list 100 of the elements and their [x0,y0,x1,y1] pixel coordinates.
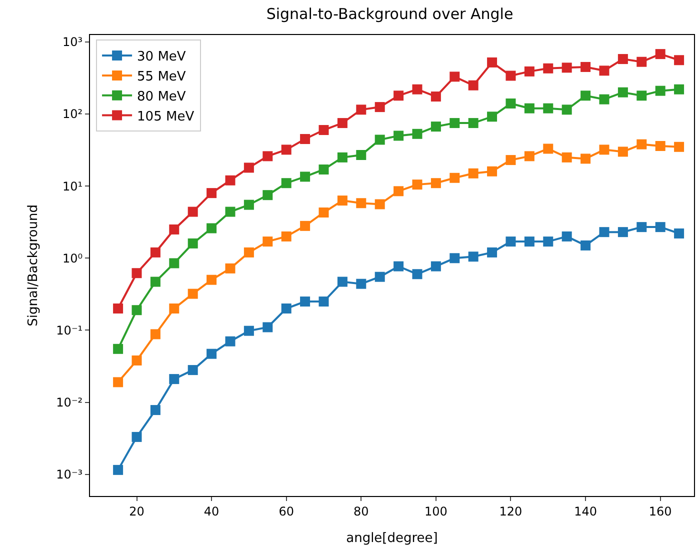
point [655,222,666,232]
point [244,162,254,173]
point [599,144,610,155]
point [262,236,273,247]
point [262,190,273,200]
point [674,84,684,94]
point [356,198,366,208]
point [188,206,198,217]
point [150,247,160,258]
point [132,268,142,278]
x-tick-label: 80 [354,504,369,518]
point [169,258,180,268]
point [543,144,554,154]
point [674,142,684,152]
point [655,49,666,60]
y-tick-label: 10³ [62,35,83,50]
point [430,122,441,132]
y-axis-title: Signal/Background [26,204,42,326]
point [318,208,329,218]
point [150,405,160,416]
point [169,224,180,234]
point [374,272,385,282]
point [618,146,628,157]
point [281,178,292,188]
point [543,63,554,74]
point [412,269,422,280]
y-tick-label: 10⁰ [62,251,83,266]
point [132,355,142,366]
point [450,118,460,128]
y-tick-label: 10² [62,107,83,122]
point [150,329,160,340]
point [524,103,534,114]
point [636,139,647,150]
point [487,166,498,176]
point [580,62,591,72]
legend-label: 55 MeV [137,70,186,85]
x-tick-label: 120 [499,504,522,518]
point [356,278,366,289]
point [468,168,478,178]
point [618,227,628,238]
point [562,231,572,242]
point [674,55,684,66]
point [506,155,516,166]
point [206,348,217,359]
point [468,252,478,262]
point [300,134,310,144]
point [225,175,236,186]
legend-label: 105 MeV [137,109,194,124]
point [655,141,666,152]
point [524,66,534,76]
point [580,154,591,164]
point [374,102,385,112]
point [356,104,366,115]
point [487,57,498,68]
y-tick-label: 10⁻² [56,395,83,410]
legend-label: 80 MeV [137,89,186,104]
point [618,54,628,64]
point [318,296,329,307]
point [206,223,217,234]
point [169,374,180,384]
point [113,377,124,388]
point [244,326,254,336]
point [599,227,610,238]
point [113,344,124,354]
x-tick-label: 100 [424,504,448,518]
point [169,304,180,314]
x-tick-label: 60 [278,504,294,518]
point [543,236,554,247]
point [562,152,572,162]
point [412,128,422,139]
point [430,92,441,102]
point [337,196,348,206]
point [674,228,684,238]
point [262,151,273,162]
point [281,304,292,314]
point [337,276,348,287]
point [394,130,404,141]
point [506,236,516,247]
point [225,206,236,217]
point [394,261,404,272]
point [636,90,647,101]
point [374,134,385,145]
point [225,336,236,346]
legend-label: 30 MeV [137,50,186,65]
point [206,188,217,198]
point [562,62,572,73]
point [132,432,142,442]
point [300,220,310,231]
chart-title: Signal-to-Background over Angle [266,4,514,23]
point [450,172,460,183]
point [300,296,310,307]
point [487,112,498,122]
point [356,150,366,160]
point [188,238,198,248]
point [618,87,628,98]
point [655,86,666,96]
point [599,94,610,104]
point [412,84,422,94]
point [188,365,198,376]
point [506,70,516,81]
